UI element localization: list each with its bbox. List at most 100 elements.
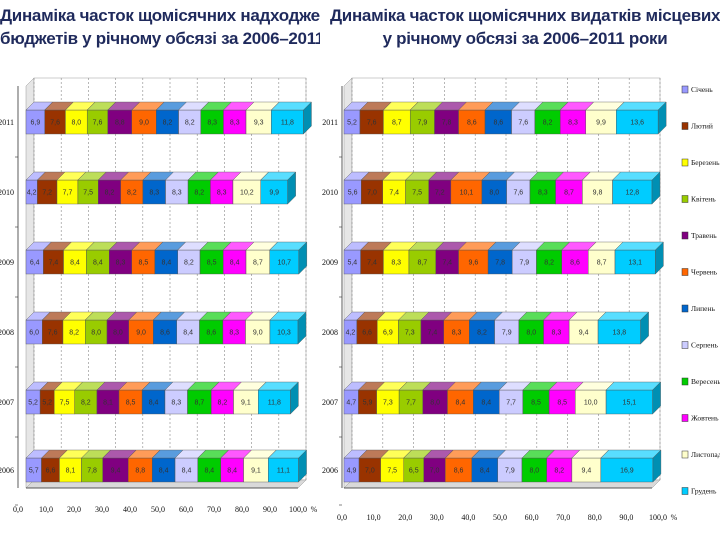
expenses-category-label: 2007 [322, 398, 338, 407]
expenses-segment-label: 8,5 [557, 400, 567, 407]
expenses-segment-front [616, 109, 659, 135]
income-segment-label: 8,5 [139, 260, 149, 267]
expenses-segment-label: 8,2 [543, 120, 553, 127]
income-segment-label: 8,0 [71, 120, 81, 127]
income-segment-label: 6,6 [46, 468, 56, 475]
expenses-segment-label: 8,5 [531, 400, 541, 407]
income-segment-label: 8,4 [204, 468, 214, 475]
income-segment-label: 10,7 [277, 260, 291, 267]
legend-label: Квітень [691, 195, 716, 204]
income-segment-label: 7,5 [83, 190, 93, 197]
income-segment-label: 8,4 [93, 260, 103, 267]
expenses-segment-label: 15,1 [623, 400, 637, 407]
expenses-segment-label: 8,7 [597, 260, 607, 267]
expenses-segment-top [605, 381, 662, 391]
legend-swatch [681, 487, 689, 495]
expenses-segment-label: 8,0 [430, 400, 440, 407]
income-bar-segment: 11,1 [267, 449, 308, 483]
expenses-segment-front [473, 389, 500, 415]
expenses-segment-label: 8,6 [467, 120, 477, 127]
income-segment-label: 8,3 [229, 330, 239, 337]
income-segment-side [287, 171, 296, 205]
income-segment-label: 8,2 [81, 400, 91, 407]
expenses-x-tick-label: 10,0 [367, 513, 381, 522]
legend-label: Листопад [691, 450, 720, 459]
income-segment-label: 8,3 [172, 190, 182, 197]
income-segment-label: 7,2 [42, 190, 52, 197]
legend-label: Серпень [691, 341, 719, 350]
legend-label: Липень [691, 304, 715, 313]
expenses-segment-label: 4,9 [347, 468, 357, 475]
income-segment-label: 8,5 [207, 260, 217, 267]
left-title-line-2: бюджетів у річному обсязі за 2006–2011 р… [0, 29, 320, 48]
expenses-segment-front [571, 457, 602, 483]
expenses-segment-side [652, 449, 662, 483]
income-segment-front [268, 457, 299, 483]
expenses-segment-label: 5,2 [347, 120, 357, 127]
expenses-segment-top [612, 171, 661, 181]
legend-label: Лютий [691, 122, 713, 131]
expenses-segment-front [568, 319, 599, 345]
income-x-tick-label: 50,0 [151, 505, 165, 514]
expenses-bar-segment: 13,1 [614, 241, 664, 275]
expenses-segment-front [518, 319, 544, 345]
expenses-segment-label: 8,3 [551, 330, 561, 337]
expenses-x-tick-label: 30,0 [430, 513, 444, 522]
expenses-segment-label: 9,8 [593, 190, 603, 197]
income-segment-front [233, 389, 259, 415]
income-bar-segment: 10,3 [269, 311, 307, 345]
expenses-segment-label: 6,5 [409, 468, 419, 475]
income-x-tick-label: 30,0 [95, 505, 109, 514]
income-x-tick-label: 100,0 [289, 505, 307, 514]
legend-swatch [681, 195, 689, 203]
income-x-tick-label: 10,0 [39, 505, 53, 514]
income-segment-label: 9,3 [254, 120, 264, 127]
expenses-segment-label: 8,4 [456, 400, 466, 407]
expenses-segment-front [458, 109, 486, 135]
expenses-segment-front [450, 179, 483, 205]
income-segment-label: 8,3 [230, 120, 240, 127]
expenses-segment-label: 8,2 [544, 260, 554, 267]
income-segment-label: 9,0 [136, 330, 146, 337]
income-segment-label: 8,4 [182, 468, 192, 475]
income-segment-label: 8,2 [185, 120, 195, 127]
expenses-bar-segment: 12,8 [612, 171, 661, 205]
income-category-label: 2008 [0, 328, 14, 337]
legend-label: Січень [691, 85, 713, 94]
expenses-segment-label: 12,8 [625, 190, 639, 197]
expenses-x-tick-label: 50,0 [493, 513, 507, 522]
income-category-label: 2007 [0, 398, 14, 407]
expenses-segment-label: 9,4 [579, 330, 589, 337]
income-bar-segment: 11,8 [270, 101, 312, 135]
expenses-segment-label: 7,4 [367, 260, 377, 267]
expenses-segment-label: 7,0 [367, 190, 377, 197]
income-segment-side [303, 101, 312, 135]
expenses-bar-segment: 15,1 [605, 381, 662, 415]
expenses-segment-front [383, 109, 411, 135]
expenses-segment-front [481, 179, 507, 205]
income-bar-segment: 11,8 [257, 381, 299, 415]
legend-swatch [681, 341, 689, 349]
income-segment-label: 8,3 [171, 400, 181, 407]
expenses-category-label: 2009 [322, 258, 338, 267]
expenses-segment-label: 7,8 [442, 120, 452, 127]
income-category-label: 2009 [0, 258, 14, 267]
income-segment-label: 9,4 [111, 468, 121, 475]
income-segment-label: 7,6 [93, 120, 103, 127]
income-segment-front [260, 179, 288, 205]
income-segment-label: 7,4 [49, 260, 59, 267]
legend-label: Червень [691, 268, 718, 277]
legend-swatch [681, 85, 689, 94]
expenses-segment-side [655, 241, 664, 275]
expenses-segment-label: 8,7 [392, 120, 402, 127]
income-segment-front [232, 179, 261, 205]
income-segment-side [298, 449, 307, 483]
expenses-segment-label: 7,6 [518, 120, 528, 127]
expenses-segment-label: 7,5 [412, 190, 422, 197]
expenses-category-label: 2008 [322, 328, 338, 337]
income-segment-label: 7,6 [48, 330, 58, 337]
legend-swatch [681, 231, 689, 240]
expenses-x-tick-label: 20,0 [398, 513, 412, 522]
expenses-segment-label: 9,4 [582, 468, 592, 475]
expenses-segment-label: 13,1 [628, 260, 642, 267]
